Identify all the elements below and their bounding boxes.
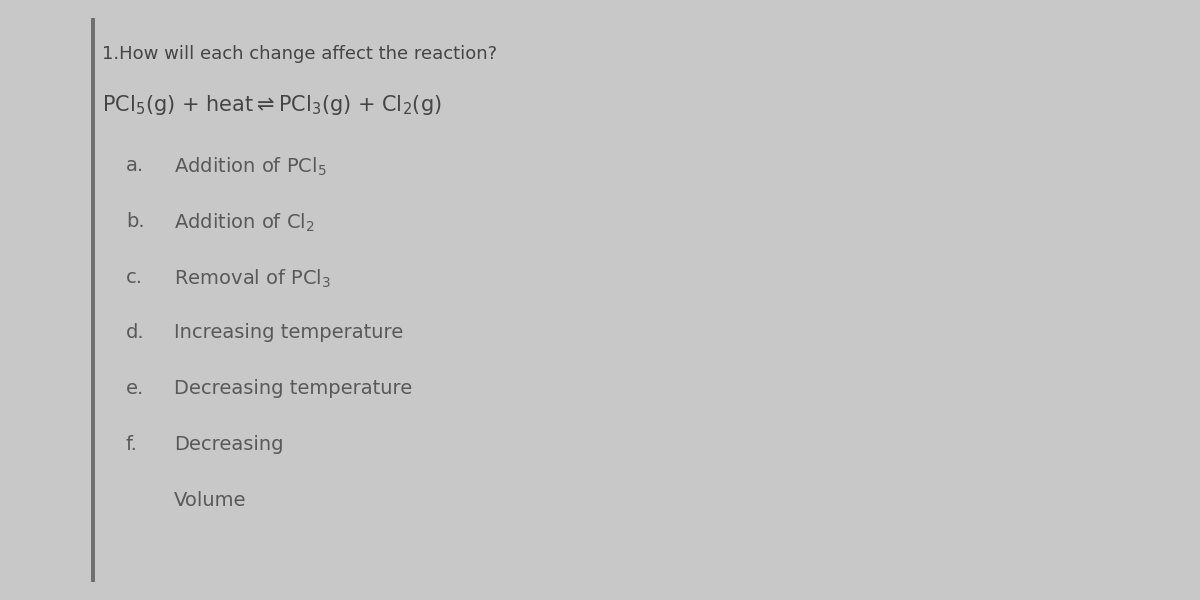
Text: Decreasing temperature: Decreasing temperature — [174, 379, 413, 398]
Text: Increasing temperature: Increasing temperature — [174, 323, 403, 343]
Text: c.: c. — [126, 268, 143, 287]
Text: f.: f. — [126, 435, 138, 454]
Text: a.: a. — [126, 156, 144, 175]
Text: d.: d. — [126, 323, 145, 343]
Text: 1.How will each change affect the reaction?: 1.How will each change affect the reacti… — [102, 45, 497, 63]
Text: PCl$_5$(g) + heat$\rightleftharpoons$PCl$_3$(g) + Cl$_2$(g): PCl$_5$(g) + heat$\rightleftharpoons$PCl… — [102, 93, 442, 117]
Bar — [91, 18, 95, 582]
Text: Volume: Volume — [174, 491, 246, 510]
Text: Addition of Cl$_2$: Addition of Cl$_2$ — [174, 212, 314, 234]
Text: e.: e. — [126, 379, 144, 398]
Text: b.: b. — [126, 212, 145, 231]
Text: Removal of PCl$_3$: Removal of PCl$_3$ — [174, 268, 331, 290]
Text: Decreasing: Decreasing — [174, 435, 283, 454]
Text: Addition of PCl$_5$: Addition of PCl$_5$ — [174, 156, 326, 178]
